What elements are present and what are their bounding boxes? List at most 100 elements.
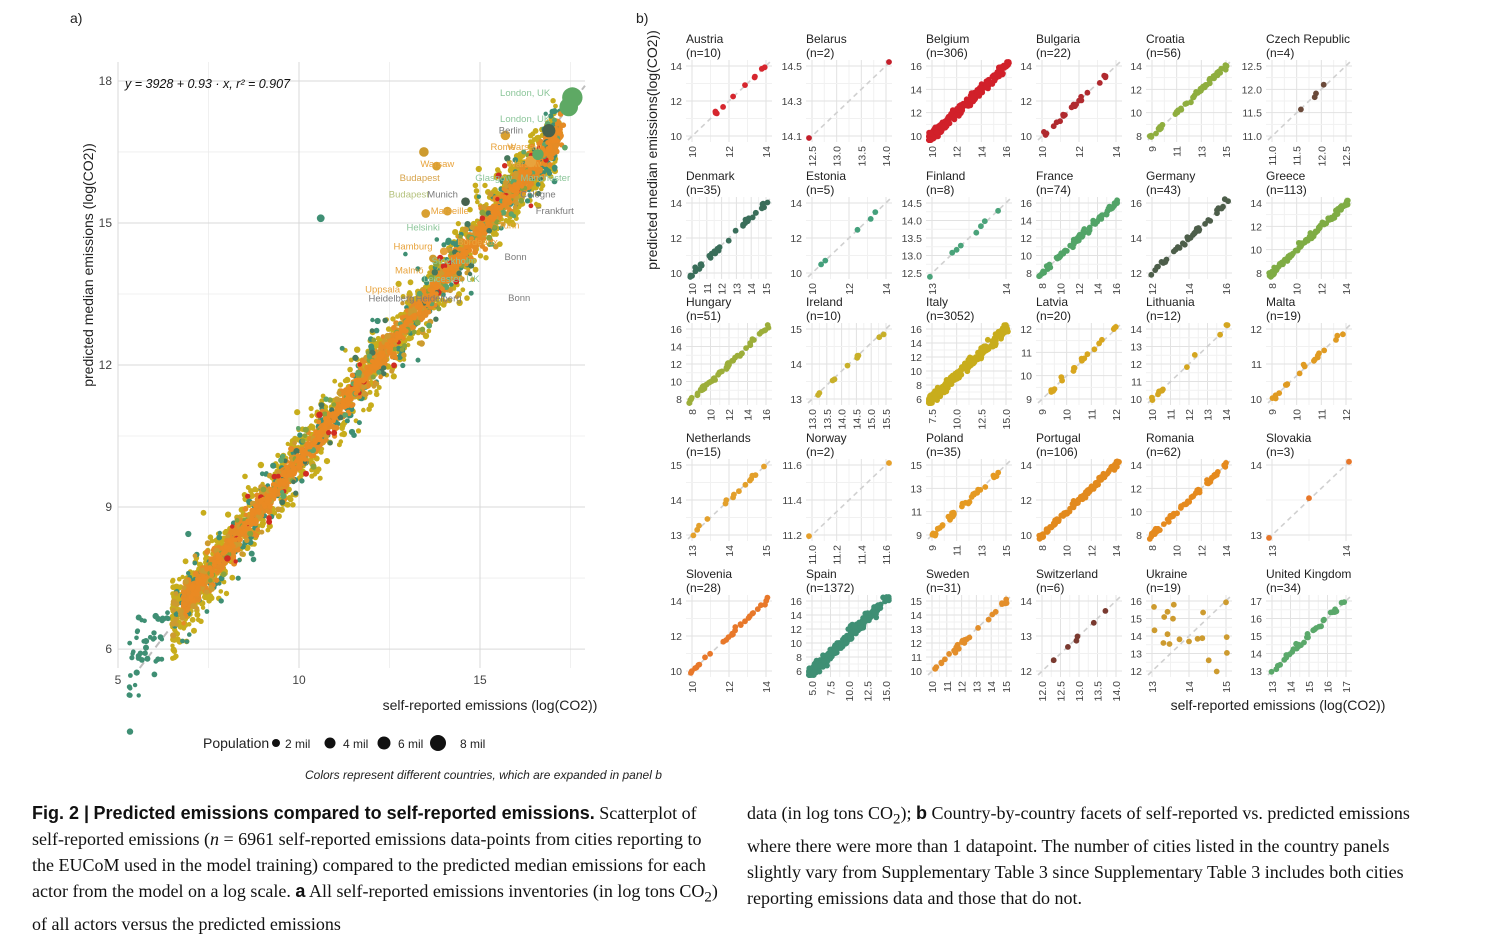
facet-data-point (712, 377, 718, 383)
data-point (272, 495, 277, 500)
facet-y-tick: 11.0 (1242, 131, 1262, 143)
facet-data-point (1186, 235, 1192, 241)
city-label: Helsinki (407, 223, 440, 234)
data-point (388, 347, 393, 352)
highlighted-city-point (542, 124, 555, 137)
data-point (465, 221, 471, 227)
data-point (480, 216, 485, 221)
facet-y-tick: 11.5 (1242, 108, 1262, 120)
facet-x-tick: 11.0 (1267, 146, 1279, 166)
facet-data-point (927, 274, 933, 280)
facet-y-tick: 13.0 (902, 251, 923, 263)
city-label: Cologne (520, 190, 555, 201)
data-point (161, 616, 166, 621)
data-point (357, 420, 362, 425)
facet-data-point (1337, 205, 1343, 211)
data-point (251, 557, 257, 563)
data-point (185, 639, 190, 644)
city-label: Stockholm (432, 256, 476, 267)
facet-data-point (806, 135, 812, 141)
city-label: Budapest (400, 173, 441, 184)
facet-count: (n=113) (1266, 183, 1307, 197)
data-point (352, 355, 358, 361)
facet-data-point (742, 82, 748, 88)
data-point (142, 650, 148, 656)
facet-x-tick: 16 (1221, 283, 1233, 295)
data-point (217, 560, 222, 565)
facet-data-point (703, 382, 709, 388)
data-point (479, 210, 485, 216)
facet-title: Finland (926, 169, 965, 183)
data-point (345, 418, 350, 423)
facet-data-point (714, 111, 720, 117)
facet-count: (n=8) (926, 183, 954, 197)
city-label: Munich (427, 190, 458, 201)
facet-y-tick: 14.1 (782, 131, 803, 143)
facet-data-point (1219, 206, 1225, 212)
data-point (313, 440, 318, 445)
facet-y-tick: 12 (670, 233, 682, 245)
facet-y-tick: 13.5 (902, 233, 923, 245)
facet-x-tick: 12.0 (1316, 146, 1328, 167)
data-point (221, 571, 227, 577)
facet-data-point (934, 130, 940, 136)
facet-y-tick: 12 (1130, 84, 1142, 96)
y-tick-label: 6 (105, 642, 112, 656)
data-point (286, 442, 290, 446)
data-point (370, 318, 374, 322)
facet-y-tick: 10 (1020, 131, 1032, 143)
facet-data-point (1004, 63, 1010, 69)
data-point (292, 441, 297, 446)
data-point (290, 502, 296, 508)
facet-y-tick: 16 (910, 324, 922, 336)
data-point (316, 466, 322, 472)
data-point (474, 188, 480, 194)
data-point (204, 589, 209, 594)
facet-data-point (1335, 211, 1341, 217)
facet-y-tick: 14 (1250, 198, 1262, 210)
facet-title: Czech Republic (1266, 32, 1350, 46)
facet-data-point (1087, 227, 1093, 233)
data-point (180, 615, 186, 621)
facet-data-point (855, 353, 861, 359)
data-point (280, 493, 286, 499)
facet-count: (n=74) (1036, 183, 1071, 197)
facet-title: Germany (1146, 169, 1195, 183)
data-point (223, 545, 228, 550)
facet-data-point (733, 228, 739, 234)
data-point (257, 509, 262, 514)
data-point (172, 655, 177, 660)
data-point (307, 445, 312, 450)
facet-y-tick: 12.0 (1242, 84, 1263, 96)
city-label: London, UK (500, 88, 551, 99)
highlighted-city-point (317, 214, 325, 222)
facet-data-point (1155, 264, 1161, 270)
data-point (363, 377, 368, 382)
data-point (190, 584, 195, 589)
data-point (347, 367, 353, 373)
city-label: Heidelberg (416, 294, 462, 305)
facet-y-tick: 8 (1026, 268, 1032, 280)
facet-y-tick: 16 (910, 61, 922, 73)
data-point (215, 570, 220, 575)
data-point (430, 288, 435, 293)
facet-y-tick: 14 (670, 342, 682, 354)
data-point (187, 632, 192, 637)
facet-y-tick: 14.0 (902, 216, 923, 228)
facet-y-tick: 12 (1130, 268, 1142, 280)
data-point (417, 307, 422, 312)
facet-title: Bulgaria (1036, 32, 1080, 46)
data-point (403, 328, 408, 333)
data-point (225, 511, 231, 517)
data-point (337, 391, 342, 396)
data-point (436, 284, 441, 289)
facet-x-tick: 16 (761, 409, 773, 421)
data-point (408, 308, 414, 314)
data-point (406, 336, 412, 342)
data-point (382, 318, 388, 324)
facet-data-point (743, 217, 749, 223)
data-point (419, 340, 425, 346)
data-point (268, 488, 273, 493)
